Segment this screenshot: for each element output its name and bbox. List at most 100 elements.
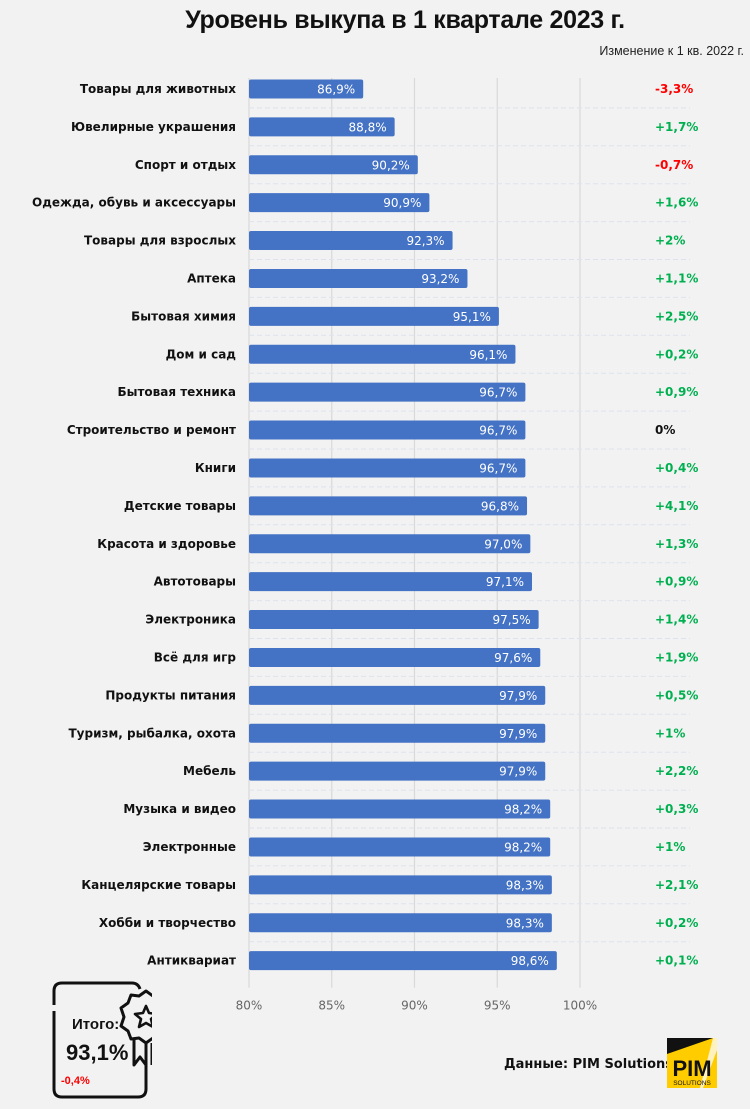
category-label: Товары для животных bbox=[80, 82, 236, 96]
bar bbox=[249, 79, 364, 99]
bar bbox=[249, 913, 552, 933]
bar bbox=[249, 534, 531, 554]
bar bbox=[249, 685, 546, 705]
value-labels: 86,9% 88,8% 90,2% 90,9% 92,3% 93,2% 95,1% 96,1%… bbox=[317, 82, 549, 968]
category-label: Аптека bbox=[187, 271, 236, 285]
category-label: Строительство и ремонт bbox=[67, 423, 236, 437]
row-separators bbox=[249, 107, 690, 943]
change-label: +0,9% bbox=[655, 575, 698, 589]
change-column-header: Изменение к 1 кв. 2022 г. bbox=[599, 44, 744, 58]
logo-sub-text: SOLUTIONS bbox=[673, 1080, 711, 1087]
bar bbox=[249, 723, 546, 743]
change-label: +0,4% bbox=[655, 461, 698, 475]
change-label: +1,4% bbox=[655, 613, 698, 627]
category-label: Красота и здоровье bbox=[97, 537, 236, 551]
bar bbox=[249, 799, 551, 819]
change-label: -0,7% bbox=[655, 158, 693, 172]
category-label: Ювелирные украшения bbox=[71, 120, 236, 134]
bar bbox=[249, 951, 557, 971]
total-value: 93,1% bbox=[66, 1040, 129, 1065]
category-label: Мебель bbox=[183, 764, 236, 778]
bar bbox=[249, 420, 526, 440]
change-label: +1% bbox=[655, 726, 685, 740]
logo-main-text: PIM bbox=[672, 1056, 711, 1081]
bar bbox=[249, 268, 468, 288]
value-label: 98,6% bbox=[511, 954, 549, 968]
value-label: 97,6% bbox=[494, 651, 532, 665]
value-label: 96,7% bbox=[479, 386, 517, 400]
change-label: +2% bbox=[655, 234, 685, 248]
change-label: +1,7% bbox=[655, 120, 698, 134]
value-label: 96,7% bbox=[479, 424, 517, 438]
x-tick-label: 90% bbox=[401, 999, 428, 1010]
value-label: 88,8% bbox=[349, 120, 387, 134]
category-label: Хобби и творчество bbox=[99, 916, 236, 930]
change-label: +1,3% bbox=[655, 537, 698, 551]
bar bbox=[249, 761, 546, 781]
total-label: Итого: bbox=[72, 1016, 120, 1033]
change-label: +1,6% bbox=[655, 196, 698, 210]
category-label: Автотовары bbox=[154, 575, 236, 589]
category-label: Одежда, обувь и аксессуары bbox=[32, 196, 236, 210]
category-labels: Товары для животных Ювелирные украшения Сп… bbox=[32, 82, 236, 968]
x-tick-label: 85% bbox=[318, 999, 345, 1010]
bar bbox=[249, 458, 526, 478]
bar bbox=[249, 837, 551, 857]
gridlines bbox=[248, 78, 581, 988]
bar bbox=[249, 193, 430, 213]
category-label: Канцелярские товары bbox=[81, 878, 236, 892]
value-label: 97,9% bbox=[499, 727, 537, 741]
value-label: 97,9% bbox=[499, 765, 537, 779]
category-label: Продукты питания bbox=[105, 688, 236, 702]
change-labels: -3,3% +1,7% -0,7% +1,6% +2% +1,1% +2,5% +0,2% +0… bbox=[655, 82, 698, 968]
award-certificate-icon bbox=[52, 981, 152, 1099]
value-label: 98,2% bbox=[504, 840, 542, 854]
bar bbox=[249, 155, 418, 175]
category-label: Дом и сад bbox=[166, 347, 237, 361]
value-label: 98,3% bbox=[506, 878, 544, 892]
value-label: 90,9% bbox=[383, 196, 421, 210]
chart-title: Уровень выкупа в 1 квартале 2023 г. bbox=[185, 6, 625, 34]
value-label: 97,0% bbox=[484, 537, 522, 551]
value-label: 93,2% bbox=[421, 272, 459, 286]
change-label: +2,2% bbox=[655, 764, 698, 778]
bar bbox=[249, 647, 541, 667]
value-label: 97,9% bbox=[499, 689, 537, 703]
value-label: 96,7% bbox=[479, 461, 517, 475]
category-label: Всё для игр bbox=[154, 650, 237, 664]
value-label: 98,3% bbox=[506, 916, 544, 930]
category-label: Бытовая химия bbox=[131, 309, 236, 323]
bar bbox=[249, 496, 528, 516]
value-label: 90,2% bbox=[372, 158, 410, 172]
bar bbox=[249, 610, 539, 630]
change-label: +0,9% bbox=[655, 385, 698, 399]
bars bbox=[249, 79, 557, 971]
change-label: +0,5% bbox=[655, 688, 698, 702]
change-label: +0,2% bbox=[655, 347, 698, 361]
category-label: Книги bbox=[195, 461, 236, 475]
value-label: 96,8% bbox=[481, 499, 519, 513]
change-label: +2,1% bbox=[655, 878, 698, 892]
pim-solutions-logo: PIM SOLUTIONS bbox=[667, 1038, 717, 1088]
value-label: 97,5% bbox=[493, 613, 531, 627]
change-label: 0% bbox=[655, 423, 675, 437]
category-label: Антиквариат bbox=[147, 954, 236, 968]
change-label: +0,3% bbox=[655, 802, 698, 816]
change-label: +0,1% bbox=[655, 954, 698, 968]
change-label: +1,9% bbox=[655, 650, 698, 664]
category-label: Музыка и видео bbox=[123, 802, 236, 816]
change-label: +0,2% bbox=[655, 916, 698, 930]
x-tick-label: 95% bbox=[484, 999, 511, 1010]
bar bbox=[249, 382, 526, 402]
value-label: 96,1% bbox=[469, 348, 507, 362]
value-label: 98,2% bbox=[504, 803, 542, 817]
value-label: 95,1% bbox=[453, 310, 491, 324]
value-label: 86,9% bbox=[317, 82, 355, 96]
bar bbox=[249, 306, 499, 326]
x-tick-label: 80% bbox=[236, 999, 263, 1010]
bar bbox=[249, 572, 533, 592]
change-label: +1,1% bbox=[655, 271, 698, 285]
value-label: 97,1% bbox=[486, 575, 524, 589]
change-label: +2,5% bbox=[655, 309, 698, 323]
category-label: Детские товары bbox=[124, 499, 236, 513]
